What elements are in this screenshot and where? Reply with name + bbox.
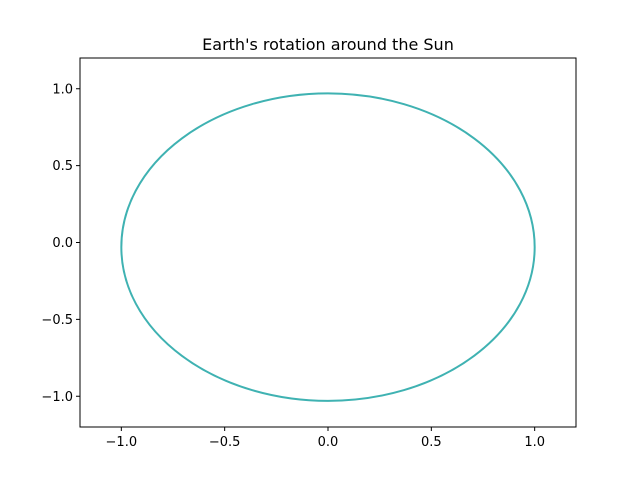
y-tick-label: 0.5 [52,159,73,174]
y-tick-label: −1.0 [41,390,73,405]
x-tick-label: 1.0 [524,435,545,450]
x-tick-label: 0.0 [318,435,339,450]
orbit-line-0 [120,92,536,402]
x-tick-label: 0.5 [421,435,442,450]
x-tick-label: −1.0 [106,435,138,450]
plot-frame [79,57,577,428]
y-axis: −1.0 −0.5 0.0 0.5 1.0 [41,82,80,405]
x-tick-label: −0.5 [209,435,241,450]
y-tick-label: −0.5 [41,313,73,328]
y-tick-label: 0.0 [52,236,73,251]
chart-title: Earth's rotation around the Sun [202,35,454,54]
x-axis: −1.0 −0.5 0.0 0.5 1.0 [106,427,545,450]
series-layer [120,92,536,402]
y-tick-label: 1.0 [52,82,73,97]
plot-area [80,58,576,427]
